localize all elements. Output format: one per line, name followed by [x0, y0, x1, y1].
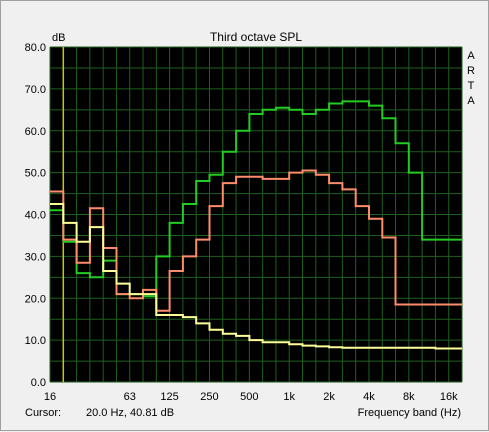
x-tick-label: 4k: [363, 391, 375, 403]
series-layer: [50, 100, 462, 350]
x-tick-label: 63: [124, 391, 136, 403]
y-tick-label: 0.0: [31, 377, 46, 389]
y-tick-label: 60.0: [25, 126, 46, 138]
x-tick-label: 125: [160, 391, 178, 403]
x-tick-label: 500: [240, 391, 258, 403]
x-tick-label: 16: [44, 391, 56, 403]
side-letter: A: [467, 50, 475, 62]
chart-title: Third octave SPL: [210, 30, 302, 44]
x-tick-label: 1k: [283, 391, 295, 403]
tick-labels: 0.0 10.0 20.0 30.0 40.0 50.0 60.0 70.0 80.0 16 63 1…: [25, 42, 458, 403]
x-tick-label: 16k: [440, 391, 458, 403]
series-line-3: [50, 203, 462, 350]
y-axis-label: dB: [52, 32, 65, 44]
series-line-2: [50, 169, 462, 312]
y-tick-label: 40.0: [25, 210, 46, 222]
y-tick-label: 50.0: [25, 168, 46, 180]
y-tick-label: 20.0: [25, 293, 46, 305]
x-tick-label: 2k: [323, 391, 335, 403]
x-tick-label: 250: [200, 391, 218, 403]
y-tick-label: 30.0: [25, 251, 46, 263]
y-tick-label: 10.0: [25, 335, 46, 347]
x-axis-label: Frequency band (Hz): [358, 407, 461, 419]
side-letter: R: [467, 65, 475, 77]
cursor-readout: 20.0 Hz, 40.81 dB: [86, 407, 174, 419]
y-tick-label: 80.0: [25, 42, 46, 54]
side-letter: T: [468, 80, 475, 92]
cursor-label: Cursor:: [25, 407, 61, 419]
y-tick-label: 70.0: [25, 84, 46, 96]
side-letter: A: [467, 95, 475, 107]
grid: [49, 46, 463, 383]
x-tick-label: 8k: [403, 391, 415, 403]
